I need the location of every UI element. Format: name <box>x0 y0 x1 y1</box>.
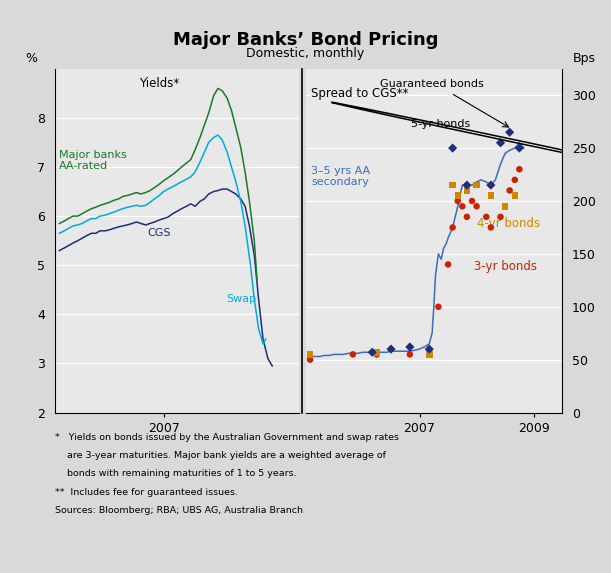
Text: CGS: CGS <box>147 227 171 238</box>
Point <box>372 348 382 357</box>
Point <box>348 350 357 359</box>
Point <box>453 197 463 206</box>
Point <box>462 180 472 190</box>
Text: Spread to CGS**: Spread to CGS** <box>311 87 409 100</box>
Text: Swap: Swap <box>226 294 256 304</box>
Point <box>505 186 514 195</box>
Point <box>486 180 496 190</box>
Point <box>453 191 463 201</box>
Point <box>405 343 415 352</box>
Text: Major banks
AA-rated: Major banks AA-rated <box>59 150 127 171</box>
Point <box>486 223 496 232</box>
Text: %: % <box>26 52 38 65</box>
Text: are 3-year maturities. Major bank yields are a weighted average of: are 3-year maturities. Major bank yields… <box>55 451 386 460</box>
Text: Bps: Bps <box>573 52 596 65</box>
Point <box>448 143 458 152</box>
Point <box>458 202 467 211</box>
Text: 3-yr bonds: 3-yr bonds <box>474 260 536 273</box>
Point <box>467 197 477 206</box>
Point <box>472 202 481 211</box>
Text: 4-yr bonds: 4-yr bonds <box>477 217 540 230</box>
Point <box>462 186 472 195</box>
Point <box>505 128 514 137</box>
Point <box>481 212 491 221</box>
Point <box>433 302 443 311</box>
Point <box>510 191 520 201</box>
Point <box>448 180 458 190</box>
Point <box>514 143 524 152</box>
Point <box>472 180 481 190</box>
Text: *   Yields on bonds issued by the Australian Government and swap rates: * Yields on bonds issued by the Australi… <box>55 433 399 442</box>
Point <box>448 223 458 232</box>
Point <box>486 191 496 201</box>
Text: 3–5 yrs AA
secondary: 3–5 yrs AA secondary <box>311 166 370 187</box>
Point <box>305 350 315 359</box>
Point <box>496 212 505 221</box>
Point <box>500 202 510 211</box>
Text: Domestic, monthly: Domestic, monthly <box>246 47 365 60</box>
Point <box>510 175 520 185</box>
Point <box>514 164 524 174</box>
Text: Sources: Bloomberg; RBA; UBS AG, Australia Branch: Sources: Bloomberg; RBA; UBS AG, Austral… <box>55 506 303 515</box>
Text: bonds with remaining maturities of 1 to 5 years.: bonds with remaining maturities of 1 to … <box>55 469 296 478</box>
Point <box>405 350 415 359</box>
Point <box>305 355 315 364</box>
Text: **  Includes fee for guaranteed issues.: ** Includes fee for guaranteed issues. <box>55 488 238 497</box>
Text: 5-yr bonds: 5-yr bonds <box>411 119 470 129</box>
Point <box>372 350 382 359</box>
Point <box>462 212 472 221</box>
Point <box>425 350 434 359</box>
Point <box>386 344 396 354</box>
Text: Major Banks’ Bond Pricing: Major Banks’ Bond Pricing <box>173 31 438 49</box>
Text: Yields*: Yields* <box>139 77 180 91</box>
Point <box>367 348 377 357</box>
Point <box>425 350 434 359</box>
Point <box>425 344 434 354</box>
Point <box>443 260 453 269</box>
Text: Guaranteed bonds: Guaranteed bonds <box>379 79 483 89</box>
Point <box>496 138 505 147</box>
